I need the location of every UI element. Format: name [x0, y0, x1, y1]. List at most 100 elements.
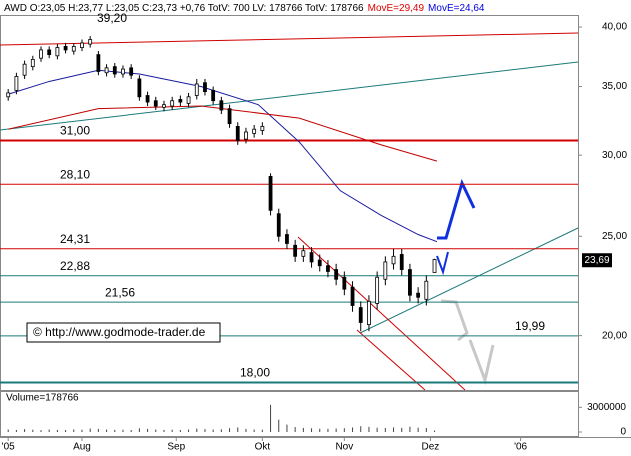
candle-body	[203, 82, 207, 93]
last-price-box	[582, 253, 612, 268]
volume-bar	[40, 430, 42, 432]
volume-bar	[56, 429, 58, 432]
y-tick-label: 35,00	[602, 81, 627, 92]
candle-body	[112, 66, 117, 75]
y-tick-label: 40,00	[602, 22, 627, 33]
x-tick-label: '05	[2, 442, 15, 453]
level-label: 22,88	[60, 259, 90, 273]
candle-body	[432, 259, 437, 273]
volume-bar	[155, 429, 157, 432]
trend-line	[359, 227, 579, 334]
candle-body	[367, 300, 371, 326]
candle-body	[317, 259, 322, 267]
volume-bar	[97, 428, 99, 432]
volume-bar	[294, 427, 296, 432]
candle-body	[63, 46, 68, 51]
volume-bar	[73, 429, 75, 432]
candle-body	[39, 49, 43, 59]
trend-line	[0, 61, 579, 131]
channel-line	[356, 329, 426, 391]
candle-body	[391, 255, 396, 265]
volume-bar	[352, 427, 354, 432]
x-tick-label: '06	[514, 442, 527, 453]
volume-bar	[311, 428, 313, 432]
volume-bar	[417, 427, 419, 432]
candle-body	[6, 92, 11, 98]
y-tick-label: 30,00	[602, 150, 627, 161]
volume-bar	[15, 429, 17, 432]
volume-bar	[270, 404, 272, 432]
candle-body	[252, 128, 257, 134]
moving-average	[8, 69, 438, 243]
candle-body	[416, 292, 421, 298]
volume-bar	[171, 429, 173, 432]
chart-title: AWD O:23,05 H:23,77 L:23,05 C:23,73 +0,7…	[4, 3, 485, 14]
candle-body	[424, 280, 429, 300]
candle-body	[145, 95, 150, 103]
candle-body	[235, 126, 240, 141]
volume-bar	[253, 429, 255, 432]
volume-bar	[434, 430, 436, 432]
candle-body	[186, 96, 191, 104]
x-tick-label: Okt	[255, 442, 271, 453]
volume-bar	[327, 428, 329, 432]
candle-body	[30, 58, 35, 68]
volume-bar	[81, 429, 83, 432]
candle-body	[276, 213, 281, 237]
candle-body	[137, 78, 142, 98]
price-frame	[0, 15, 579, 391]
volume-bar	[319, 428, 321, 432]
candle-body	[334, 269, 339, 280]
candle-body	[170, 100, 175, 107]
indicator-label: MovE=29,49	[368, 3, 425, 14]
volume-bar	[302, 427, 304, 432]
volume-bar	[106, 429, 108, 432]
candle-body	[80, 42, 84, 48]
volume-bar	[245, 428, 247, 432]
volume-bar	[65, 430, 67, 432]
level-label: 21,56	[105, 285, 135, 299]
volume-bar	[261, 429, 263, 432]
candle-body	[22, 63, 27, 76]
candle-body	[285, 234, 289, 244]
last-price-label: 23,69	[584, 255, 609, 266]
candle-body	[244, 131, 248, 140]
candle-body	[260, 126, 265, 131]
y-tick-label: 20,00	[602, 330, 627, 341]
volume-bar	[130, 430, 132, 432]
volume-bar	[360, 426, 362, 432]
volume-bar	[24, 429, 26, 432]
volume-bar	[229, 428, 231, 432]
candle-body	[350, 286, 355, 306]
volume-bar	[220, 429, 222, 432]
x-tick-label: Sep	[167, 442, 185, 453]
candle-body	[383, 261, 388, 280]
level-label: 28,10	[60, 167, 90, 181]
volume-bar	[401, 427, 403, 432]
copyright-box	[26, 322, 221, 343]
candle-body	[129, 67, 134, 76]
volume-bar	[7, 429, 9, 432]
candle-body	[342, 276, 347, 290]
candle-body	[219, 100, 224, 111]
candle-body	[153, 100, 158, 107]
candle-body	[293, 244, 298, 257]
volume-bar	[196, 428, 198, 432]
peak-label: 39,20	[97, 11, 127, 25]
volume-bar	[204, 429, 206, 432]
level-label: 24,31	[60, 232, 90, 246]
forecast-arrow	[468, 339, 495, 386]
candle-body	[194, 83, 199, 96]
volume-bar	[368, 426, 370, 432]
volume-bar	[179, 430, 181, 432]
y-tick-label: 25,00	[602, 231, 627, 242]
volume-frame	[0, 391, 579, 437]
candle-body	[309, 252, 314, 263]
volume-bar	[48, 429, 50, 432]
candle-body	[211, 89, 216, 102]
trend-lines	[0, 32, 579, 391]
indicator-label: MovE=24,64	[428, 3, 485, 14]
volume-bar	[212, 429, 214, 432]
volume-bar	[286, 424, 288, 432]
